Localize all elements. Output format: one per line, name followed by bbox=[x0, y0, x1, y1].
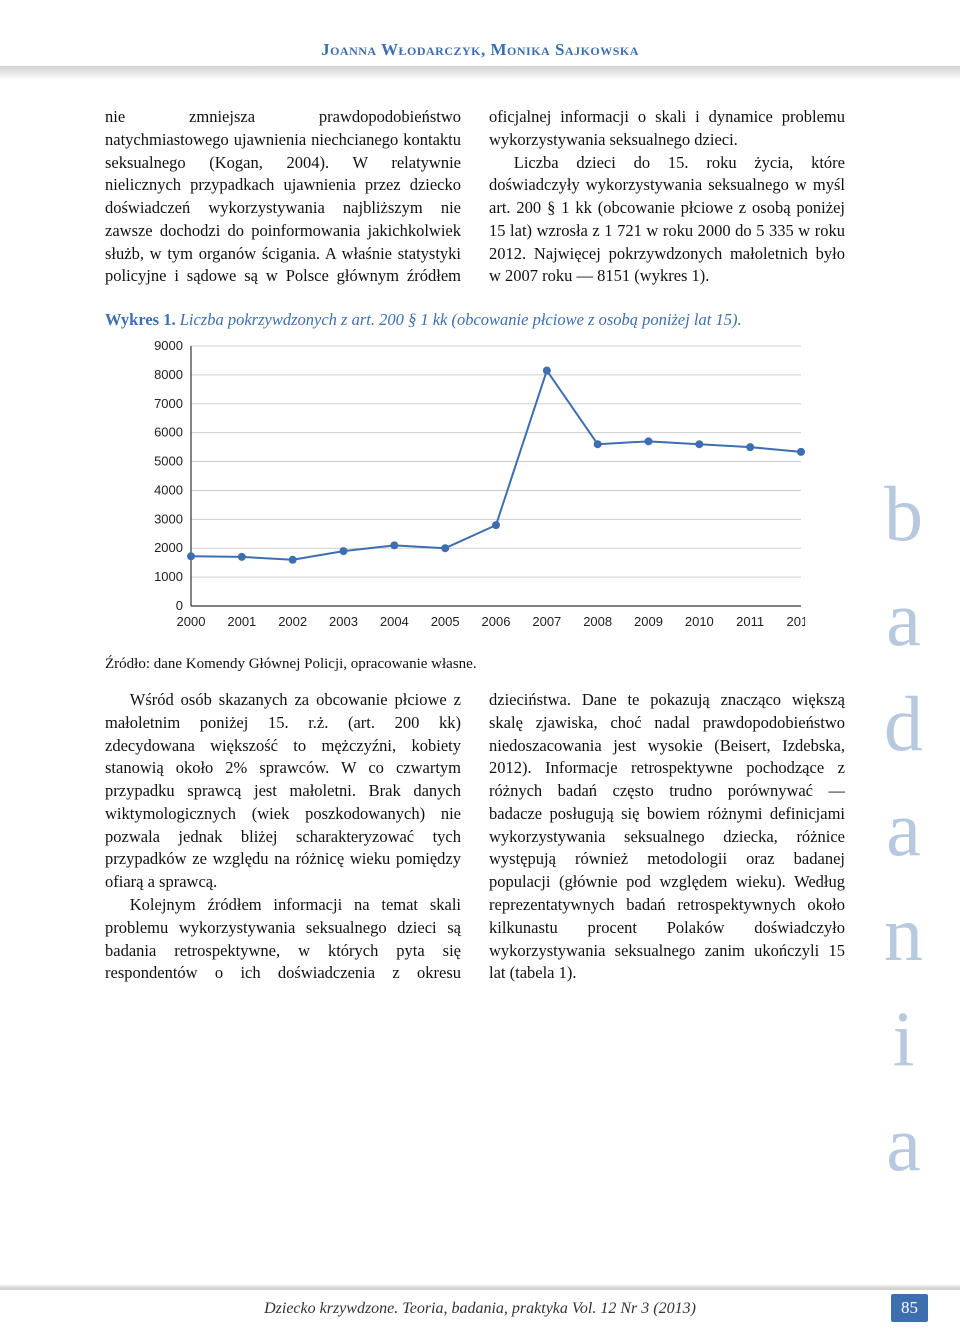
page-number: 85 bbox=[891, 1294, 928, 1322]
svg-text:9000: 9000 bbox=[154, 340, 183, 353]
svg-text:2009: 2009 bbox=[634, 614, 663, 629]
section-side-label: badania bbox=[864, 470, 942, 1205]
paragraph: Liczba dzieci do 15. roku życia, które d… bbox=[489, 152, 845, 289]
svg-text:2001: 2001 bbox=[227, 614, 256, 629]
running-head: Joanna Włodarczyk, Monika Sajkowska bbox=[0, 40, 960, 60]
svg-text:4000: 4000 bbox=[154, 483, 183, 498]
line-chart: 0 1000 2000 3000 4000 5000 6000 7000 8000 9000 200… bbox=[145, 340, 805, 650]
svg-text:2011: 2011 bbox=[736, 614, 764, 629]
header-shadow bbox=[0, 66, 960, 80]
bottom-text-columns: Wśród osób skazanych za obcowanie płciow… bbox=[105, 689, 845, 985]
svg-text:2012: 2012 bbox=[787, 614, 805, 629]
svg-text:0: 0 bbox=[176, 598, 183, 613]
page: Joanna Włodarczyk, Monika Sajkowska bada… bbox=[0, 0, 960, 1344]
footer-journal: Dziecko krzywdzone. Teoria, badania, pra… bbox=[0, 1300, 960, 1318]
svg-text:2008: 2008 bbox=[583, 614, 612, 629]
svg-text:7000: 7000 bbox=[154, 396, 183, 411]
svg-text:2006: 2006 bbox=[482, 614, 511, 629]
svg-text:2004: 2004 bbox=[380, 614, 409, 629]
chart-source: Źródło: dane Komendy Głównej Policji, op… bbox=[105, 656, 845, 673]
svg-text:1000: 1000 bbox=[154, 569, 183, 584]
svg-text:8000: 8000 bbox=[154, 367, 183, 382]
paragraph: Wśród osób skazanych za obcowanie płciow… bbox=[105, 689, 461, 894]
footer-shadow bbox=[0, 1284, 960, 1290]
chart-caption: Wykres 1. Liczba pokrzywdzonych z art. 2… bbox=[105, 310, 845, 330]
caption-text: Liczba pokrzywdzonych z art. 200 § 1 kk … bbox=[180, 310, 742, 329]
top-text-columns: nie zmniejsza prawdopodobieństwo natychm… bbox=[105, 106, 845, 288]
svg-text:2000: 2000 bbox=[154, 540, 183, 555]
svg-text:2010: 2010 bbox=[685, 614, 714, 629]
svg-text:5000: 5000 bbox=[154, 454, 183, 469]
svg-text:3000: 3000 bbox=[154, 511, 183, 526]
chart-svg: 0 1000 2000 3000 4000 5000 6000 7000 8000 9000 200… bbox=[145, 340, 805, 640]
svg-text:2003: 2003 bbox=[329, 614, 358, 629]
content-area: nie zmniejsza prawdopodobieństwo natychm… bbox=[105, 106, 845, 985]
svg-text:2005: 2005 bbox=[431, 614, 460, 629]
svg-text:2007: 2007 bbox=[532, 614, 561, 629]
caption-label: Wykres 1. bbox=[105, 310, 176, 329]
svg-text:6000: 6000 bbox=[154, 425, 183, 440]
svg-text:2002: 2002 bbox=[278, 614, 307, 629]
svg-text:2000: 2000 bbox=[177, 614, 206, 629]
